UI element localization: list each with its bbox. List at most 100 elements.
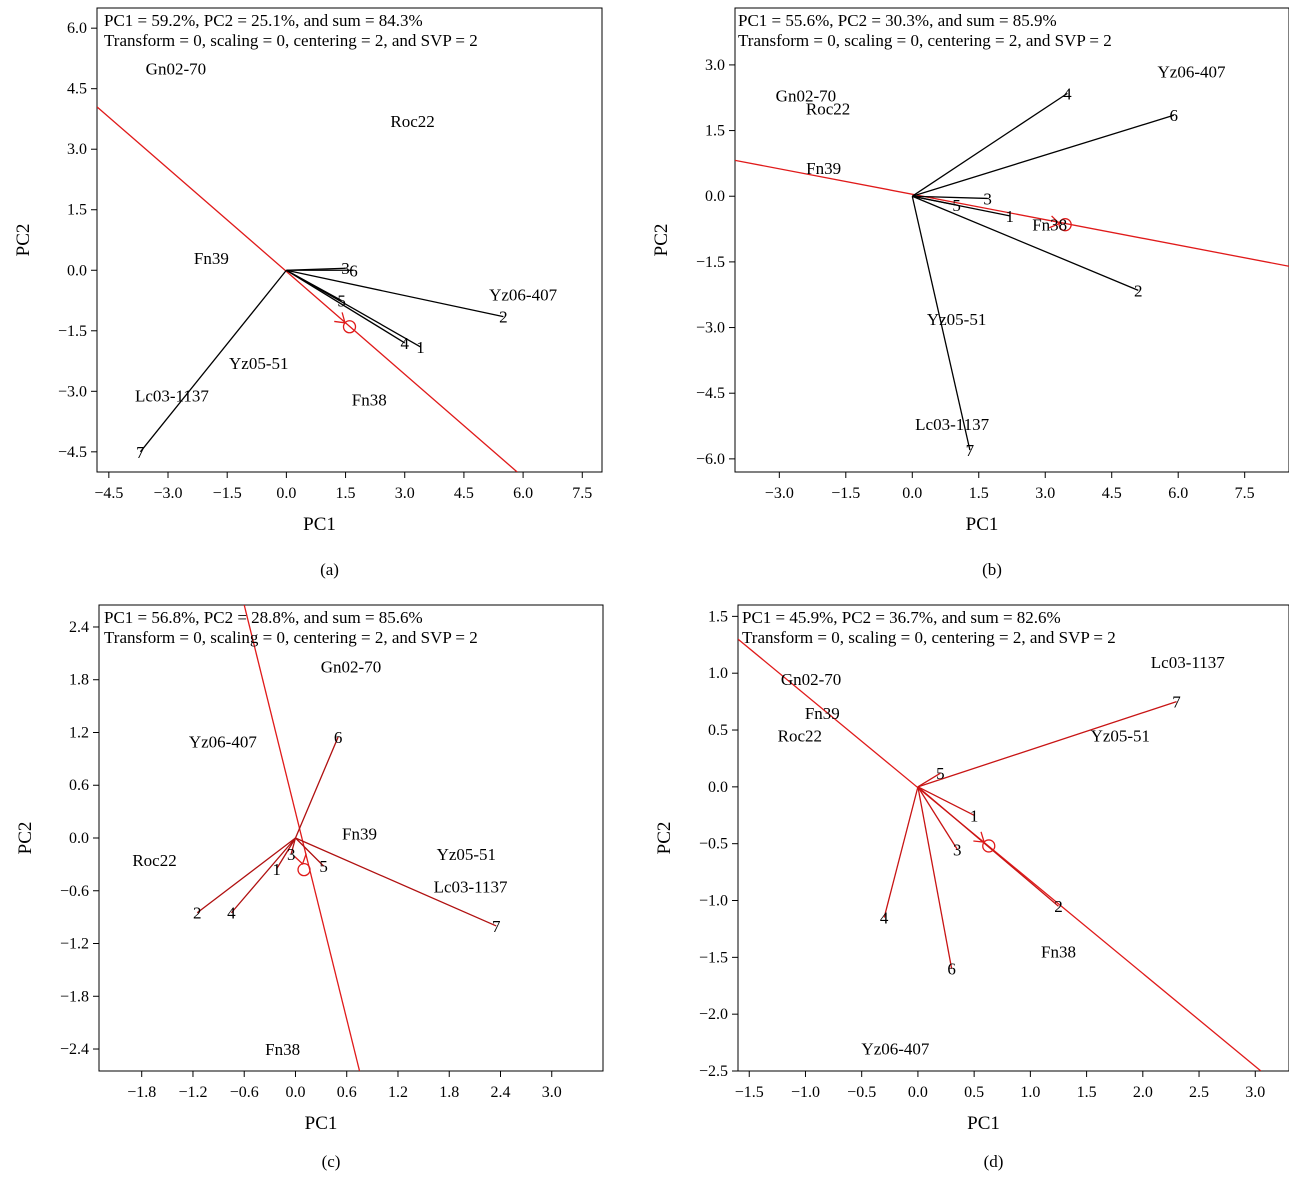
chart-title-line: Transform = 0, scaling = 0, centering = … (742, 628, 1116, 647)
x-tick-label: −3.0 (765, 485, 794, 502)
environment-vector (917, 786, 958, 850)
environment-label: 3 (287, 845, 296, 864)
x-tick-label: 6.0 (1168, 485, 1188, 502)
environment-label: 7 (492, 917, 501, 936)
genotype-label: Fn39 (806, 159, 841, 178)
y-tick-label: −0.6 (60, 883, 89, 900)
average-environment-arrow (1049, 215, 1061, 229)
x-axis-label: PC1 (305, 1113, 338, 1134)
biplot-panel-a: −4.5 −3.0 −1.5 0.0 1.5 3.0 4.5 6.0 7.5 −4.5 −3.0 −1… (13, 7, 603, 579)
environment-label: 2 (499, 308, 508, 327)
x-tick-label: 1.8 (439, 1084, 459, 1101)
average-environment-arrow (294, 853, 307, 865)
biplot-panel-c: −1.8 −1.2 −0.6 0.0 0.6 1.2 1.8 2.4 3.0 −2.4 −1.8 −1… (15, 604, 604, 1171)
genotype-label: Fn38 (1032, 216, 1067, 235)
environment-label: 4 (227, 904, 236, 923)
panel-label: (a) (320, 560, 339, 579)
environment-vector (286, 269, 406, 344)
x-tick-label: 0.6 (337, 1084, 357, 1101)
average-environment-axis (735, 159, 1289, 267)
chart-title-line: Transform = 0, scaling = 0, centering = … (104, 31, 478, 50)
genotype-label: Roc22 (390, 112, 434, 131)
genotype-label: Lc03-1137 (915, 415, 989, 434)
y-tick-label: −2.0 (699, 1006, 728, 1023)
genotype-label: Lc03-1137 (434, 877, 508, 896)
genotype-label: Yz05-51 (927, 310, 986, 329)
environment-label: 5 (319, 857, 328, 876)
y-axis-label: PC2 (13, 224, 34, 257)
panel-label: (b) (982, 560, 1002, 579)
biplot-panel-d: −1.5 −1.0 −0.5 0.0 0.5 1.0 1.5 2.0 2.5 3.0 −2.5 −2.… (654, 604, 1289, 1171)
environment-vector (883, 786, 919, 918)
genotype-label: Roc22 (806, 100, 850, 119)
x-tick-label: 1.0 (1020, 1084, 1040, 1101)
genotype-label: Fn38 (265, 1040, 300, 1059)
environment-vector (294, 736, 339, 839)
genotype-label: Lc03-1137 (135, 386, 209, 405)
genotype-label: Fn39 (194, 249, 229, 268)
environment-vector (911, 196, 971, 451)
y-tick-label: 3.0 (705, 57, 725, 74)
y-tick-label: 1.5 (705, 123, 725, 140)
environment-label: 6 (334, 728, 343, 747)
x-tick-label: −1.5 (213, 485, 242, 502)
environment-vector (196, 837, 296, 914)
y-tick-label: −1.8 (60, 988, 89, 1005)
y-tick-label: −3.0 (58, 383, 87, 400)
average-environment-axis (243, 605, 361, 1071)
environment-vector (286, 269, 421, 348)
genotype-label: Roc22 (132, 851, 176, 870)
y-tick-label: −2.5 (699, 1063, 728, 1080)
x-axis-label: PC1 (967, 1113, 1000, 1134)
x-tick-label: 7.5 (1235, 485, 1255, 502)
x-tick-label: 2.5 (1189, 1084, 1209, 1101)
environment-label: 1 (416, 338, 425, 357)
environment-vector (912, 114, 1174, 197)
y-tick-label: 2.4 (69, 619, 89, 636)
average-environment-arrow (973, 831, 986, 843)
x-tick-label: 1.2 (388, 1084, 408, 1101)
x-tick-label: 1.5 (1077, 1084, 1097, 1101)
environment-label: 5 (952, 196, 961, 215)
environment-vector (917, 786, 1059, 907)
genotype-label: Yz06-407 (189, 732, 257, 751)
environment-label: 6 (1170, 106, 1179, 125)
y-tick-label: −0.5 (699, 836, 728, 853)
x-tick-label: −0.5 (847, 1084, 876, 1101)
y-tick-label: 1.2 (69, 724, 89, 741)
y-tick-label: 0.0 (69, 830, 89, 847)
x-tick-label: −1.2 (178, 1084, 207, 1101)
x-tick-label: 0.0 (276, 485, 296, 502)
environment-label: 7 (136, 443, 145, 462)
average-environment-arrow (334, 312, 346, 324)
average-environment-marker (297, 863, 311, 877)
environment-vector (230, 837, 296, 914)
environment-vector (295, 837, 497, 927)
chart-title-line: Transform = 0, scaling = 0, centering = … (738, 31, 1112, 50)
genotype-label: Lc03-1137 (1151, 653, 1225, 672)
plot-area: 6 3 5 1 2 4 7 Gn02-70 Yz06-407 Fn39 Roc22 Yz05-51 Lc… (132, 605, 508, 1071)
x-tick-label: 1.5 (969, 485, 989, 502)
y-axis-label: PC2 (15, 822, 36, 855)
y-tick-label: −6.0 (696, 451, 725, 468)
environment-vector (911, 92, 1068, 197)
y-tick-label: −1.5 (696, 254, 725, 271)
environment-label: 3 (341, 259, 350, 278)
y-tick-label: 0.5 (708, 722, 728, 739)
average-environment-axis (97, 106, 518, 472)
average-environment-marker (342, 320, 357, 334)
genotype-label: Roc22 (778, 727, 822, 746)
x-axis-label: PC1 (966, 514, 999, 535)
x-tick-label: 6.0 (513, 485, 533, 502)
x-tick-label: −1.8 (127, 1084, 156, 1101)
environment-label: 7 (1172, 693, 1181, 712)
genotype-label: Yz05-51 (1091, 727, 1150, 746)
environment-label: 2 (1054, 897, 1063, 916)
x-axis-label: PC1 (303, 514, 336, 535)
average-environment-axis (738, 638, 1262, 1071)
y-tick-label: 0.6 (69, 777, 89, 794)
environment-label: 3 (953, 840, 962, 859)
environment-label: 6 (947, 960, 956, 979)
